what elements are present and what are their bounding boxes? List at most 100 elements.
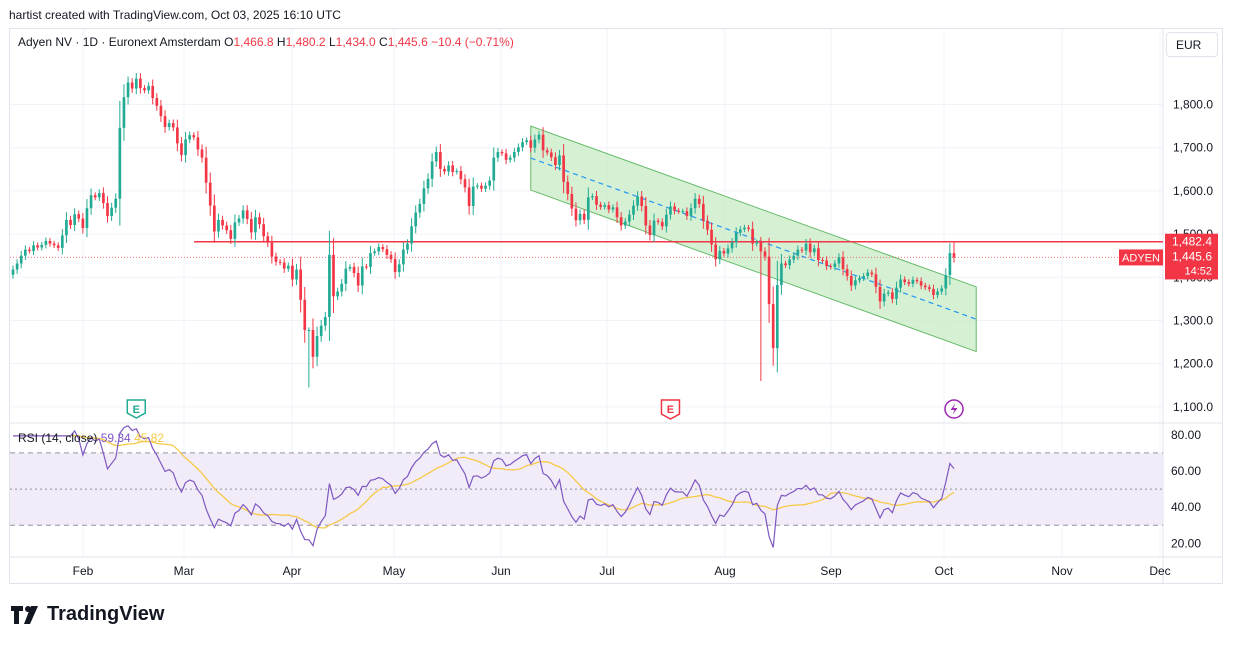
candle[interactable]: [278, 261, 282, 263]
candle[interactable]: [919, 281, 923, 286]
candle[interactable]: [81, 218, 85, 229]
candle[interactable]: [254, 217, 257, 233]
candle[interactable]: [952, 253, 956, 258]
candle[interactable]: [217, 219, 220, 232]
candle[interactable]: [517, 147, 520, 153]
candle[interactable]: [586, 197, 590, 220]
candle[interactable]: [591, 196, 594, 198]
candle[interactable]: [730, 242, 734, 249]
candle[interactable]: [784, 263, 787, 266]
candle[interactable]: [907, 282, 911, 284]
candle[interactable]: [97, 193, 101, 198]
candle[interactable]: [126, 82, 130, 98]
candle[interactable]: [245, 210, 249, 219]
candle[interactable]: [410, 226, 413, 244]
candle[interactable]: [356, 272, 360, 286]
rsi-line[interactable]: [13, 425, 955, 548]
candle[interactable]: [808, 243, 812, 253]
candle[interactable]: [439, 152, 442, 169]
candle[interactable]: [430, 161, 434, 179]
candle[interactable]: [139, 78, 142, 89]
candle[interactable]: [903, 279, 907, 283]
candle[interactable]: [841, 257, 845, 270]
candle[interactable]: [381, 247, 385, 250]
candle[interactable]: [940, 288, 944, 292]
candle[interactable]: [414, 212, 418, 227]
candle[interactable]: [833, 263, 837, 267]
candle[interactable]: [644, 206, 648, 226]
candle[interactable]: [336, 291, 339, 297]
candle[interactable]: [200, 149, 204, 158]
candle[interactable]: [669, 206, 672, 215]
candle[interactable]: [249, 218, 253, 233]
candle[interactable]: [714, 244, 718, 260]
candle[interactable]: [204, 157, 208, 183]
candle[interactable]: [558, 155, 561, 165]
candle[interactable]: [102, 193, 105, 203]
candle[interactable]: [463, 179, 467, 188]
candle[interactable]: [328, 254, 331, 318]
candle[interactable]: [747, 227, 750, 229]
candle[interactable]: [11, 269, 15, 275]
candle[interactable]: [812, 248, 816, 253]
candle[interactable]: [525, 140, 528, 143]
candle[interactable]: [607, 205, 611, 210]
candle[interactable]: [369, 253, 372, 267]
candle[interactable]: [780, 263, 783, 286]
candle[interactable]: [422, 188, 426, 204]
candle[interactable]: [545, 150, 549, 153]
candle[interactable]: [496, 152, 500, 158]
candle[interactable]: [549, 152, 553, 158]
candle[interactable]: [521, 142, 524, 148]
candle[interactable]: [837, 257, 841, 264]
candle[interactable]: [484, 185, 487, 189]
candle[interactable]: [69, 219, 72, 226]
candle[interactable]: [488, 180, 491, 186]
candle[interactable]: [845, 269, 849, 276]
candle[interactable]: [706, 220, 709, 230]
candle[interactable]: [743, 227, 746, 230]
candle[interactable]: [229, 230, 233, 239]
candle[interactable]: [656, 220, 660, 223]
candle[interactable]: [352, 266, 356, 273]
candle[interactable]: [738, 229, 742, 233]
candle[interactable]: [171, 123, 175, 128]
candle[interactable]: [319, 325, 323, 337]
candle[interactable]: [936, 291, 939, 296]
candle[interactable]: [225, 225, 229, 231]
candle[interactable]: [443, 168, 446, 172]
candle[interactable]: [710, 229, 713, 245]
candle[interactable]: [360, 266, 364, 286]
candle[interactable]: [500, 152, 504, 154]
candle[interactable]: [143, 88, 146, 91]
candle[interactable]: [623, 221, 627, 226]
candle[interactable]: [93, 195, 97, 198]
candle[interactable]: [130, 82, 134, 89]
candle[interactable]: [348, 266, 352, 269]
candle[interactable]: [397, 264, 401, 273]
earnings-marker[interactable]: [660, 399, 681, 420]
candle[interactable]: [176, 127, 179, 144]
candle[interactable]: [393, 259, 397, 273]
candle[interactable]: [632, 205, 635, 215]
candle[interactable]: [476, 185, 479, 187]
rsi-title[interactable]: RSI (14, close): [18, 431, 98, 445]
symbol-name[interactable]: Adyen NV: [18, 35, 73, 49]
candle[interactable]: [237, 218, 241, 223]
candle[interactable]: [122, 97, 126, 128]
candle[interactable]: [751, 228, 754, 244]
candle[interactable]: [89, 195, 93, 209]
candle[interactable]: [817, 248, 820, 261]
candle[interactable]: [315, 336, 319, 357]
candle[interactable]: [480, 185, 483, 189]
candle[interactable]: [19, 255, 23, 264]
candle[interactable]: [533, 139, 537, 148]
candle[interactable]: [15, 263, 19, 270]
candle[interactable]: [718, 250, 722, 260]
candle[interactable]: [529, 140, 533, 148]
candle[interactable]: [582, 213, 586, 220]
candle[interactable]: [915, 279, 919, 282]
candle[interactable]: [167, 123, 171, 127]
candle[interactable]: [196, 137, 200, 150]
currency-button[interactable]: EUR: [1166, 32, 1218, 57]
